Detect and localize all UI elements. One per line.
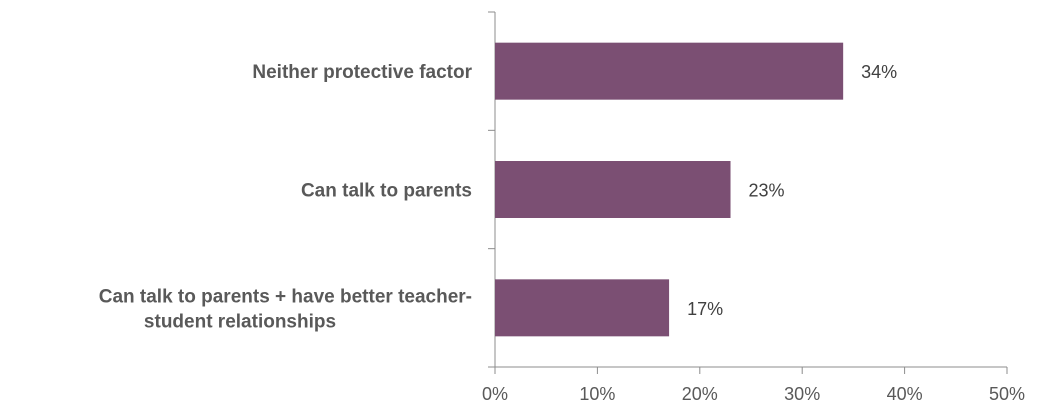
bars (495, 42, 844, 337)
value-labels: 34% 23% 17% (687, 62, 897, 319)
x-tick-label: 0% (482, 384, 508, 404)
bar (495, 161, 731, 218)
x-tick-label: 40% (887, 384, 923, 404)
category-label: Neither protective factor (252, 62, 472, 83)
bar (495, 42, 844, 100)
category-label: student relationships (144, 311, 336, 332)
x-axis: 0% 10% 20% 30% 40% 50% (482, 366, 1025, 404)
data-label: 23% (749, 181, 785, 201)
x-tick-label: 20% (682, 384, 718, 404)
y-axis (488, 11, 496, 368)
category-label: Can talk to parents + have better teache… (99, 286, 472, 307)
category-label: Can talk to parents (301, 181, 472, 202)
x-tick-label: 30% (784, 384, 820, 404)
x-tick-label: 50% (989, 384, 1025, 404)
bar (495, 279, 670, 337)
data-label: 17% (687, 299, 723, 319)
x-tick-label: 10% (579, 384, 615, 404)
data-label: 34% (861, 62, 897, 82)
category-labels: Neither protective factor Can talk to par… (99, 62, 473, 332)
